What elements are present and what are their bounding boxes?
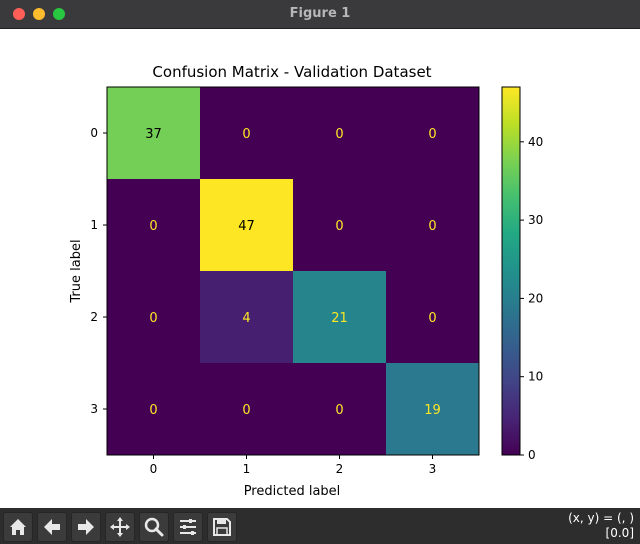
confusion-matrix-chart: Confusion Matrix - Validation Dataset 37… xyxy=(69,63,543,499)
matrix-cell-value: 21 xyxy=(331,311,348,326)
matrix-cell-value: 37 xyxy=(145,127,162,142)
matrix-cell xyxy=(386,271,480,364)
coords-line: (x, y) = (, ) xyxy=(568,511,634,525)
matrix-cell xyxy=(200,87,294,180)
y-tick-label: 3 xyxy=(90,402,98,416)
matrix-cell xyxy=(386,179,480,272)
x-axis-label: Predicted label xyxy=(244,484,341,499)
title-bar: Figure 1 xyxy=(0,0,640,29)
figure-canvas[interactable]: Confusion Matrix - Validation Dataset 37… xyxy=(0,29,640,508)
chart-title: Confusion Matrix - Validation Dataset xyxy=(152,63,431,81)
matrix-cell xyxy=(293,87,387,180)
x-tick-label: 2 xyxy=(336,462,344,476)
close-window-button[interactable] xyxy=(13,8,25,20)
save-icon xyxy=(213,518,231,536)
zoom-button[interactable] xyxy=(139,512,169,542)
window-title: Figure 1 xyxy=(289,6,351,21)
home-icon xyxy=(10,519,26,535)
matrix-cell-value: 47 xyxy=(238,219,255,234)
back-icon xyxy=(44,519,60,535)
colorbar-tick-label: 30 xyxy=(528,213,543,227)
matrix-cell-value: 0 xyxy=(149,403,157,418)
forward-button[interactable] xyxy=(71,512,101,542)
matrix-frame xyxy=(106,86,480,456)
matrix-cell-value: 0 xyxy=(428,311,436,326)
matrix-cell xyxy=(107,179,201,272)
x-tick-label: 1 xyxy=(243,462,251,476)
cursor-coordinates-readout: (x, y) = (, ) [0.0] xyxy=(568,511,634,541)
matrix-cell xyxy=(200,363,294,456)
matrix-cell xyxy=(293,363,387,456)
y-tick-label: 1 xyxy=(90,218,98,232)
matrix-cell-value: 0 xyxy=(149,311,157,326)
zoom-window-button[interactable] xyxy=(53,8,65,20)
minimize-window-button[interactable] xyxy=(33,8,45,20)
matrix-cell xyxy=(200,271,294,364)
y-axis-label: True label xyxy=(69,239,84,303)
pan-icon xyxy=(110,517,130,537)
navigation-toolbar: (x, y) = (, ) [0.0] xyxy=(0,508,640,544)
configure-subplots-button[interactable] xyxy=(173,512,203,542)
matrix-cell xyxy=(107,363,201,456)
matrix-cell xyxy=(200,179,294,272)
colorbar-tick-label: 10 xyxy=(528,370,543,384)
y-tick-label: 2 xyxy=(90,310,98,324)
configure-subplots-icon xyxy=(180,519,196,535)
matrix-cell xyxy=(386,87,480,180)
matrix-cell xyxy=(386,363,480,456)
matrix-cell xyxy=(293,271,387,364)
pan-button[interactable] xyxy=(105,512,135,542)
matrix-cell xyxy=(107,271,201,364)
matrix-cell-value: 0 xyxy=(428,127,436,142)
colorbar xyxy=(501,86,521,456)
save-button[interactable] xyxy=(207,512,237,542)
matrix-cell-value: 0 xyxy=(242,403,250,418)
home-button[interactable] xyxy=(3,512,33,542)
x-tick-label: 3 xyxy=(429,462,437,476)
matrix-cell-value: 0 xyxy=(335,127,343,142)
matrix-cell-value: 0 xyxy=(242,127,250,142)
zoom-icon xyxy=(144,517,164,537)
colorbar-tick-label: 40 xyxy=(528,135,543,149)
x-tick-label: 0 xyxy=(150,462,158,476)
matrix-cell xyxy=(293,179,387,272)
matrix-cell xyxy=(107,87,201,180)
matrix-cell-value: 0 xyxy=(335,403,343,418)
forward-icon xyxy=(78,519,94,535)
colorbar-tick-label: 20 xyxy=(528,291,543,305)
matrix-cell-value: 0 xyxy=(149,219,157,234)
coords-value-line: [0.0] xyxy=(605,526,634,540)
matrix-cell-value: 0 xyxy=(428,219,436,234)
colorbar-tick-label: 0 xyxy=(528,448,536,462)
y-tick-label: 0 xyxy=(90,126,98,140)
matrix-cell-value: 4 xyxy=(242,311,250,326)
back-button[interactable] xyxy=(37,512,67,542)
matrix-cell-value: 19 xyxy=(424,403,441,418)
matrix-cell-value: 0 xyxy=(335,219,343,234)
